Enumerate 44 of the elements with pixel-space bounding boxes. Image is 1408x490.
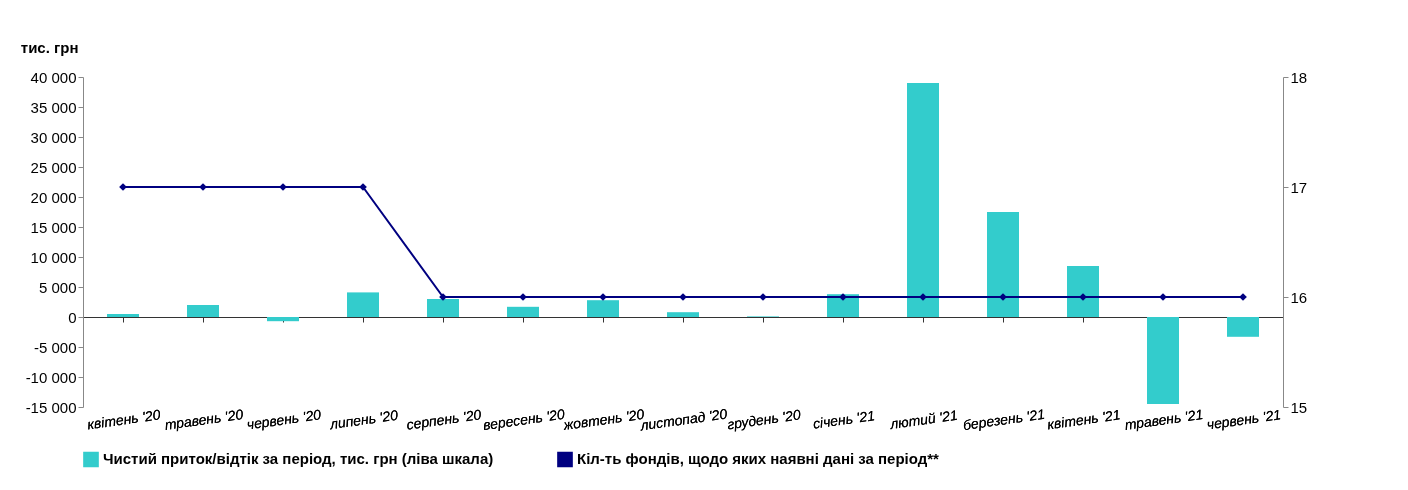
bar [1067, 266, 1099, 317]
x-tick-label: липень '20 [327, 406, 400, 433]
bar [107, 314, 139, 317]
y-tick-label: 5 000 [38, 278, 77, 296]
y2-tick-label: 18 [1290, 68, 1308, 86]
x-tick-label: квітень '20 [86, 406, 162, 433]
y-tick-label: 30 000 [30, 128, 77, 146]
y-tick-label: -15 000 [25, 398, 77, 416]
y-tick-label: 20 000 [30, 188, 77, 206]
y-tick-label: 15 000 [30, 218, 77, 236]
y2-tick-label: 17 [1290, 178, 1308, 196]
bar [267, 317, 299, 322]
x-tick-label: квітень '21 [1046, 406, 1122, 433]
bar [507, 306, 539, 317]
bar [187, 305, 219, 317]
x-tick-label: серпень '20 [405, 406, 483, 433]
y2-tick-label: 15 [1290, 398, 1308, 416]
y-tick-label: 25 000 [30, 158, 77, 176]
x-tick-label: лютий '21 [888, 406, 959, 433]
bar [347, 292, 379, 317]
bar [427, 299, 459, 317]
y-tick-label: -10 000 [25, 368, 77, 386]
bar [907, 83, 939, 317]
y-axis-title: тис. грн [20, 38, 79, 56]
x-tick-label: березень '21 [961, 405, 1046, 434]
x-tick-label: травень '20 [163, 405, 245, 433]
bar [587, 300, 619, 317]
x-tick-label: червень '21 [1205, 406, 1282, 433]
x-tick-label: червень '20 [245, 406, 323, 433]
x-tick-label: січень '21 [811, 407, 876, 432]
y-tick-label: 0 [68, 308, 77, 326]
bar [667, 312, 699, 317]
bar [987, 212, 1019, 317]
bar [1147, 317, 1179, 404]
legend-label: Чистий приток/відтік за період, тис. грн (ліва шкала) [103, 450, 494, 468]
y-tick-label: -5 000 [33, 338, 77, 356]
y2-tick-label: 16 [1290, 288, 1308, 306]
bar [1227, 317, 1259, 337]
y-tick-label: 10 000 [30, 248, 77, 266]
y-tick-label: 40 000 [30, 68, 77, 86]
y-tick-label: 35 000 [30, 98, 77, 116]
x-tick-label: травень '21 [1123, 406, 1205, 433]
x-tick-label: грудень '20 [726, 406, 802, 433]
legend-label: Кіл-ть фондів, щодо яких наявні дані за період** [577, 450, 940, 468]
